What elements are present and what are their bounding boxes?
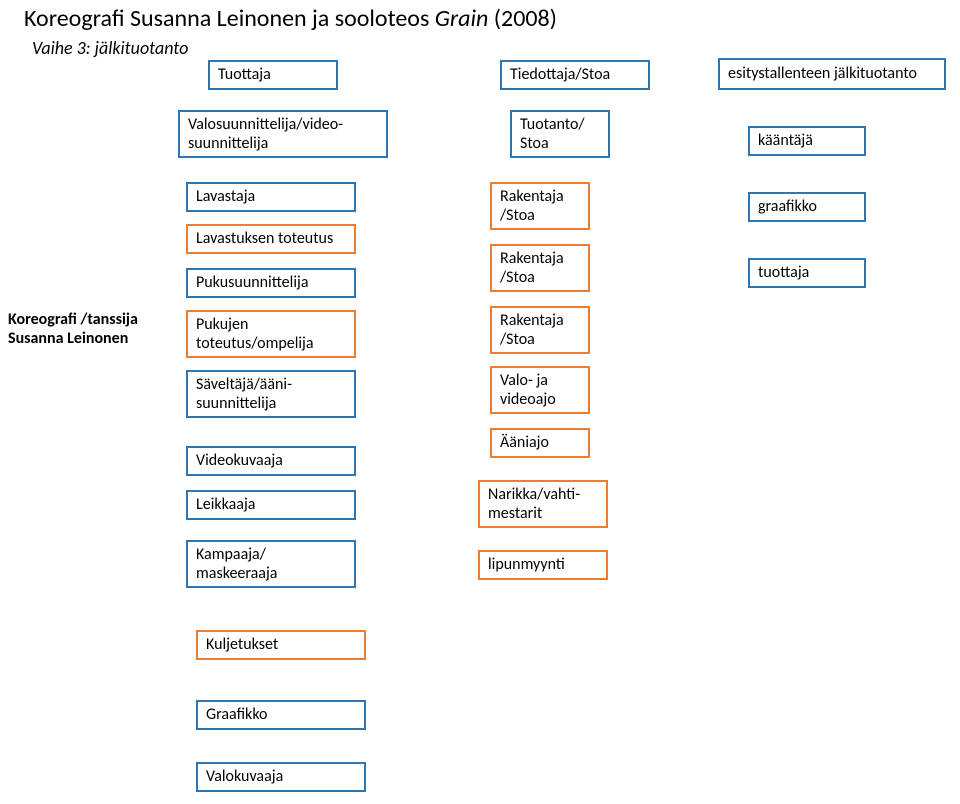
box-kampaaja: Kampaaja/ maskeeraaja (186, 540, 356, 588)
box-valo-videoajo: Valo- ja videoajo (490, 366, 590, 414)
box-graafikko: graafikko (748, 192, 866, 222)
box-narikka: Narikka/vahti- mestarit (478, 480, 608, 528)
box-pukusuunnittelija: Pukusuunnittelija (186, 268, 356, 298)
page-title: Koreografi Susanna Leinonen ja sooloteos… (24, 4, 557, 33)
title-italic: Grain (435, 4, 494, 33)
box-pukujen-toteutus: Pukujen toteutus/ompelija (186, 310, 356, 358)
box-lavastuksen-toteutus: Lavastuksen toteutus (186, 224, 356, 254)
box-kaantaja: kääntäjä (748, 126, 866, 156)
box-valokuvaaja: Valokuvaaja (196, 762, 366, 792)
box-videokuvaaja: Videokuvaaja (186, 446, 356, 476)
title-post: (2008) (494, 4, 557, 33)
box-graafikko-box: Graafikko (196, 700, 366, 730)
box-esitys: esitystallenteen jälkituotanto (718, 58, 946, 90)
box-lipunmyynti: lipunmyynti (478, 550, 608, 580)
box-rakentaja-2: Rakentaja /Stoa (490, 244, 590, 292)
choreographer-label: Koreografi /tanssija Susanna Leinonen (8, 310, 138, 348)
title-pre: Koreografi Susanna Leinonen ja sooloteos (24, 4, 435, 33)
box-leikkaaja: Leikkaaja (186, 490, 356, 520)
page-subtitle: Vaihe 3: jälkituotanto (32, 38, 188, 59)
box-lavastaja: Lavastaja (186, 182, 356, 212)
box-tuottaja-2: tuottaja (748, 258, 866, 288)
box-aaniajo: Ääniajo (490, 428, 590, 458)
box-valosuunnittelija: Valosuunnittelija/video- suunnittelija (178, 110, 388, 158)
box-rakentaja-3: Rakentaja /Stoa (490, 306, 590, 354)
box-tuotanto: Tuotanto/ Stoa (510, 110, 610, 158)
box-kuljetukset: Kuljetukset (196, 630, 366, 660)
box-tuottaja: Tuottaja (208, 60, 338, 90)
box-tiedottaja: Tiedottaja/Stoa (500, 60, 650, 90)
box-rakentaja-1: Rakentaja /Stoa (490, 182, 590, 230)
box-saveltaja: Säveltäjä/ääni- suunnittelija (186, 370, 356, 418)
